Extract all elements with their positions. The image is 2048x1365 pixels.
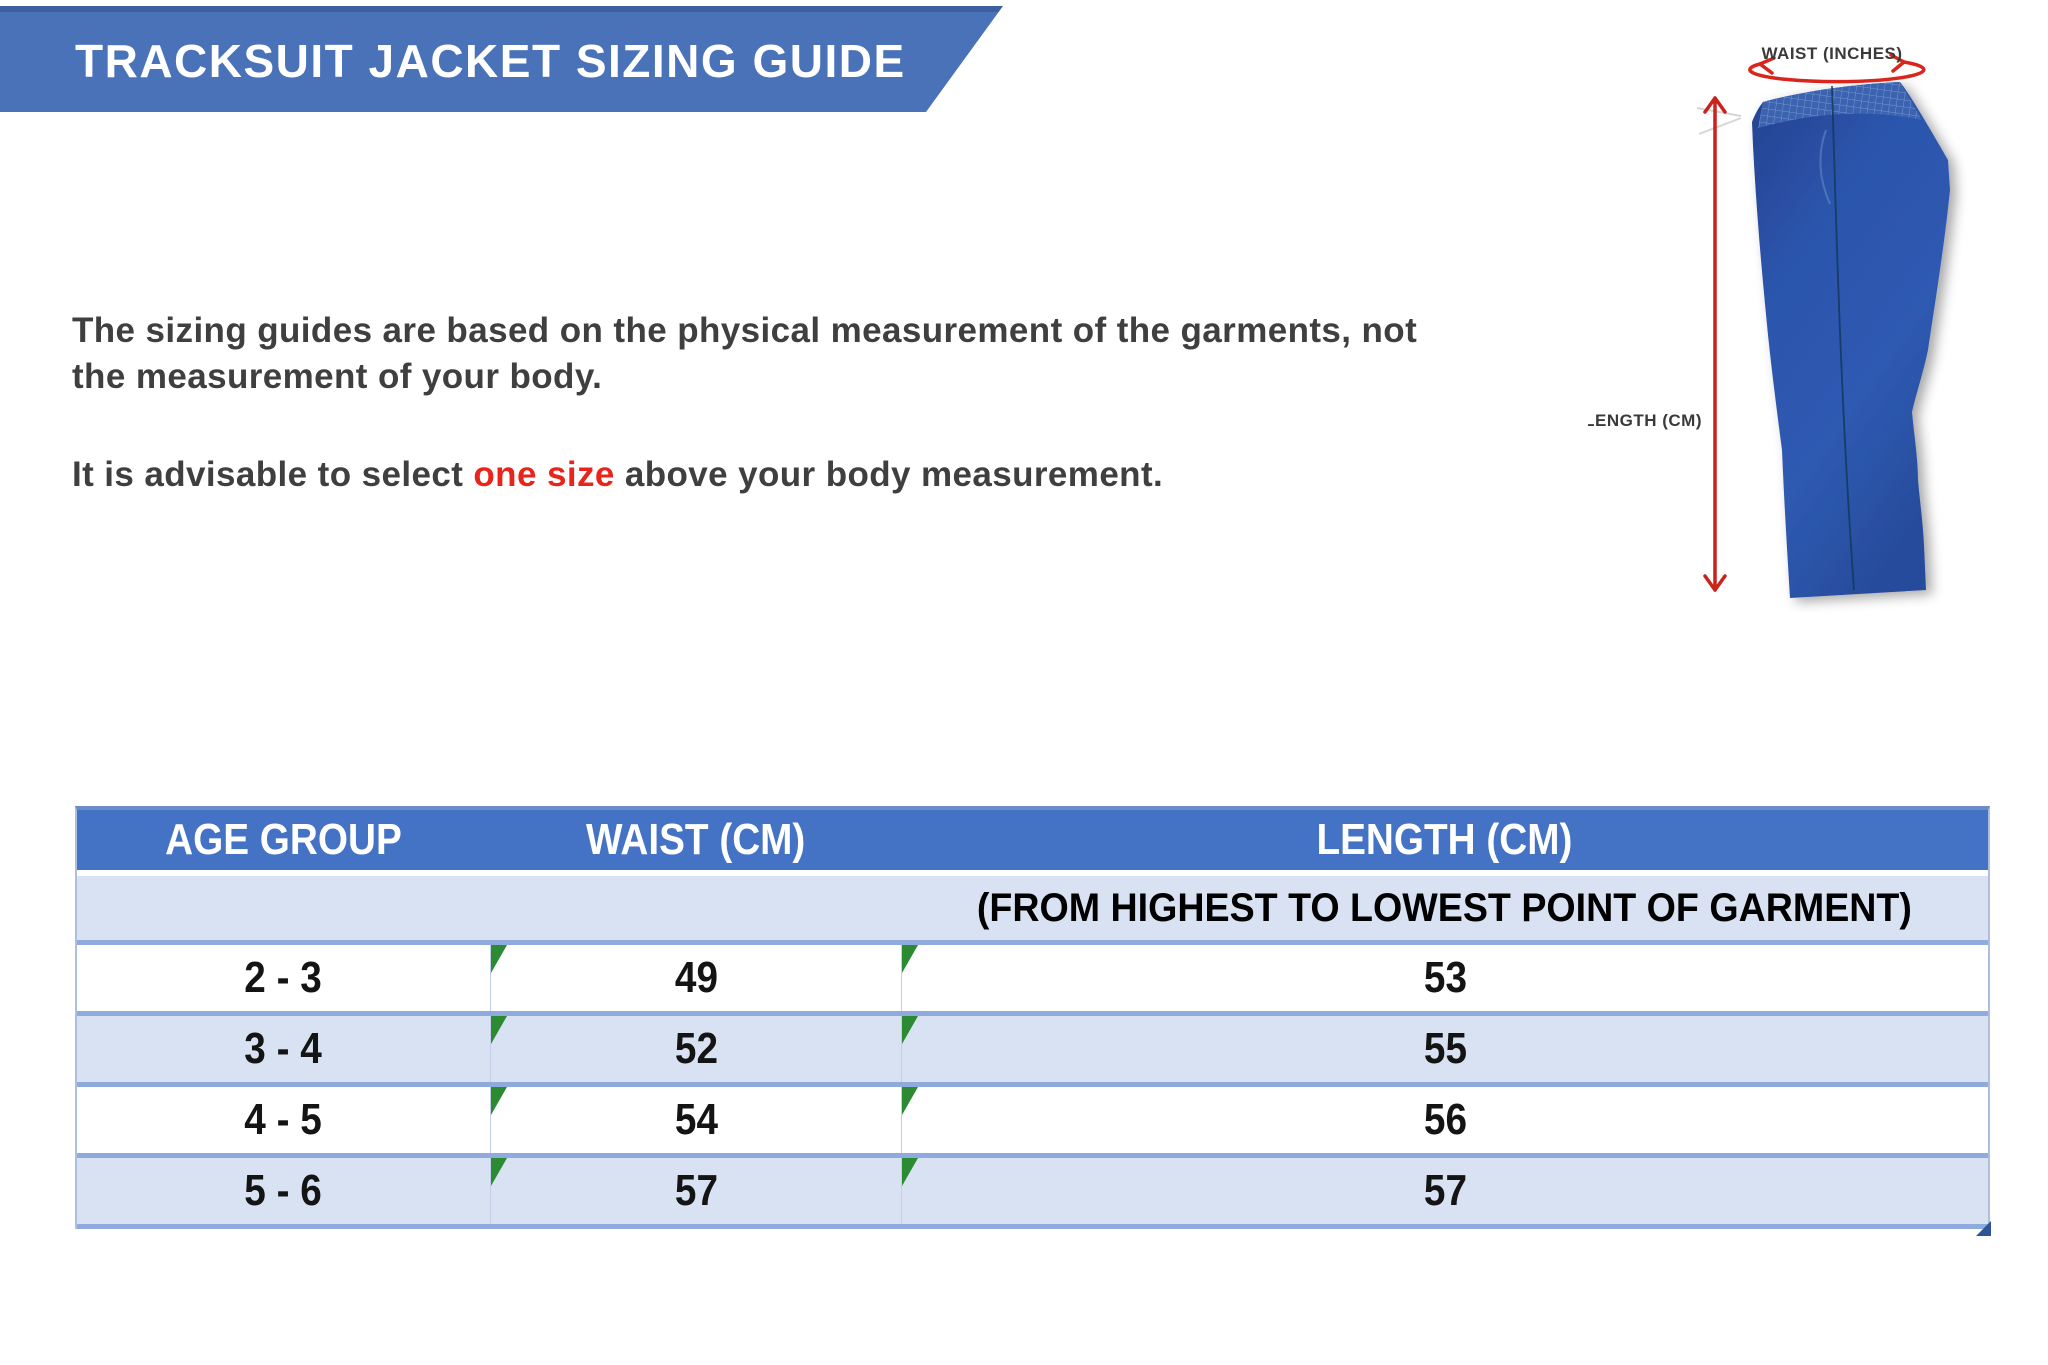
sizing-table: AGE GROUP WAIST (CM) LENGTH (CM) (FROM H… xyxy=(75,806,1991,1236)
intro-line-1: The sizing guides are based on the physi… xyxy=(72,311,1418,350)
advice-highlight: one size xyxy=(473,455,615,494)
age-cell: 5 - 6 xyxy=(244,1166,323,1215)
pants-diagram-svg: WAIST (INCHES) LENGTH (CM) xyxy=(1584,44,1950,598)
cell-flag-icon xyxy=(902,1087,918,1115)
waist-cell: 54 xyxy=(490,1087,901,1153)
page-title: TRACKSUIT JACKET SIZING GUIDE xyxy=(75,35,906,87)
waist-cell: 49 xyxy=(490,945,901,1011)
length-label: LENGTH (CM) xyxy=(1588,411,1702,430)
advice-prefix: It is advisable to select xyxy=(72,455,474,494)
table-row: 4 - 5 54 56 xyxy=(77,1087,1988,1158)
header-length: LENGTH (CM) xyxy=(1316,815,1573,864)
cell-flag-icon xyxy=(902,1016,918,1044)
length-cell: 56 xyxy=(901,1087,1988,1153)
cell-flag-icon xyxy=(491,1158,507,1186)
waist-label: WAIST (INCHES) xyxy=(1761,44,1902,63)
age-cell: 3 - 4 xyxy=(244,1024,323,1073)
header-waist: WAIST (CM) xyxy=(585,815,806,864)
waist-cell: 57 xyxy=(490,1158,901,1224)
table-header-row: AGE GROUP WAIST (CM) LENGTH (CM) xyxy=(77,810,1988,876)
waist-cell: 52 xyxy=(490,1016,901,1082)
pocket-seam xyxy=(1819,129,1831,205)
track-pants-illustration: WAIST (INCHES) LENGTH (CM) xyxy=(1584,34,2028,614)
waist-circumference-arrow-icon xyxy=(1748,53,1926,84)
cell-flag-icon xyxy=(491,1087,507,1115)
cell-flag-icon xyxy=(491,1016,507,1044)
length-cell: 57 xyxy=(901,1158,1988,1224)
advice-text: It is advisable to select one size above… xyxy=(72,452,1572,498)
crease-seam xyxy=(1831,85,1855,591)
pants-shape xyxy=(1752,82,1950,598)
table-row: 2 - 3 49 53 xyxy=(77,945,1988,1016)
length-cell: 53 xyxy=(901,945,1988,1011)
length-arrow-icon xyxy=(1703,96,1727,592)
cell-flag-icon xyxy=(902,1158,918,1186)
age-cell: 2 - 3 xyxy=(244,953,323,1002)
age-cell: 4 - 5 xyxy=(244,1095,323,1144)
table-row: 3 - 4 52 55 xyxy=(77,1016,1988,1087)
length-cell: 55 xyxy=(901,1016,1988,1082)
cell-flag-icon xyxy=(902,945,918,973)
intro-line-2: the measurement of your body. xyxy=(72,357,603,396)
guide-lines xyxy=(1696,107,1742,135)
length-subheader: (FROM HIGHEST TO LOWEST POINT OF GARMENT… xyxy=(976,885,1913,930)
intro-text: The sizing guides are based on the physi… xyxy=(72,308,1572,498)
table-row: 5 - 6 57 57 xyxy=(77,1158,1988,1229)
advice-suffix: above your body measurement. xyxy=(614,455,1164,494)
header-age-group: AGE GROUP xyxy=(165,815,402,864)
title-banner: TRACKSUIT JACKET SIZING GUIDE xyxy=(0,6,1003,112)
table-subheader-row: (FROM HIGHEST TO LOWEST POINT OF GARMENT… xyxy=(77,876,1988,945)
cell-flag-icon xyxy=(491,945,507,973)
